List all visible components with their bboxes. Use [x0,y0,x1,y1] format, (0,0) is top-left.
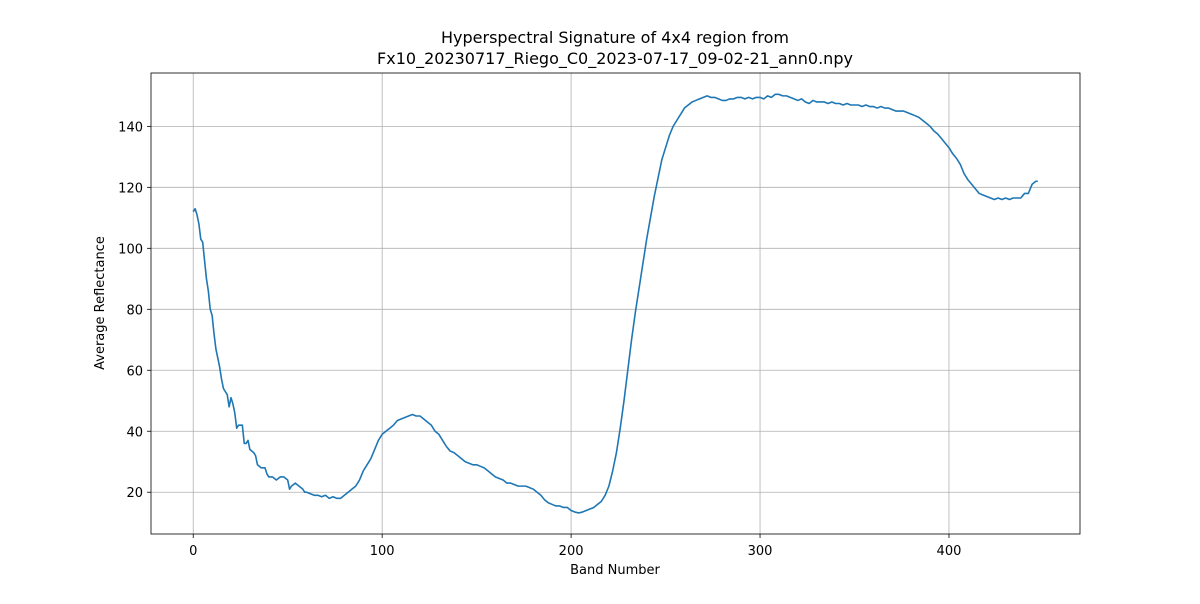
x-tick-label: 0 [189,544,197,559]
x-tick-label: 400 [937,544,962,559]
y-tick-label: 80 [126,303,143,318]
plot-frame [150,72,1081,535]
x-tick-label: 100 [370,544,395,559]
y-tick-label: 120 [118,181,143,196]
y-tick-label: 40 [126,425,143,440]
y-tick-label: 20 [126,486,143,501]
x-axis-label: Band Number [570,563,660,578]
y-tick-label: 100 [118,242,143,257]
y-axis-label: Average Reflectance [93,236,108,370]
x-tick-label: 200 [559,544,584,559]
data-line [192,93,1038,514]
chart-title: Hyperspectral Signature of 4x4 region fr… [441,28,789,47]
y-tick-label: 60 [126,364,143,379]
chart-title: Fx10_20230717_Riego_C0_2023-07-17_09-02-… [377,49,853,69]
x-tick-label: 300 [748,544,773,559]
y-tick-label: 140 [118,120,143,135]
